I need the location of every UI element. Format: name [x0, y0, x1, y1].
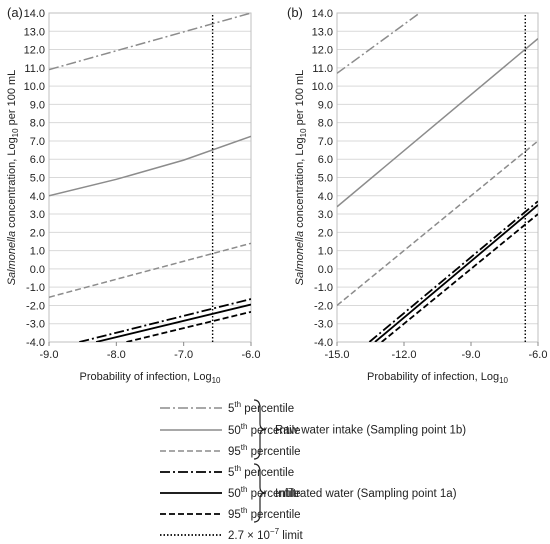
y-tick-label: 12.0 [312, 45, 333, 57]
legend-brace [253, 399, 267, 460]
legend-label-inf-95: 95th percentile [228, 506, 301, 521]
series-line-inf-95 [381, 213, 538, 342]
plot-frame [336, 12, 539, 343]
y-tick-label: 1.0 [30, 246, 45, 258]
y-tick-label: 14.0 [312, 8, 333, 20]
y-tick-label: 5.0 [318, 173, 333, 185]
y-tick-label: 7.0 [318, 136, 333, 148]
y-tick-label: 11.0 [24, 63, 45, 75]
y-tick-label: -1.0 [26, 282, 45, 294]
plot-frame [48, 12, 252, 343]
legend-label-raw-95: 95th percentile [228, 443, 301, 458]
x-tick-label: -9.0 [40, 349, 59, 361]
y-tick-label: 14.0 [24, 8, 45, 20]
series-line-inf-5 [368, 200, 538, 342]
panel-label: (b) [287, 5, 303, 20]
y-tick-label: 1.0 [318, 246, 333, 258]
panel-b: -4.0 -3.0 -2.0 -1.0 0.0 1.0 2.0 3.0 4.0 5.0 6.0 7.0… [287, 5, 547, 385]
y-tick-label: 10.0 [312, 81, 333, 93]
y-tick-label: 7.0 [30, 136, 45, 148]
y-axis-label: Salmonella concentration, Log10 per 100 … [6, 70, 20, 286]
series-line-raw-5 [49, 13, 251, 71]
x-tick-label: -6.0 [529, 349, 548, 361]
series-line-raw-95 [337, 140, 538, 307]
y-tick-label: -2.0 [26, 300, 45, 312]
y-tick-label: -1.0 [314, 282, 333, 294]
y-tick-label: 6.0 [30, 154, 45, 166]
y-tick-label: 8.0 [30, 118, 45, 130]
legend-group-label: Raw water intake (Sampling point 1b) [275, 425, 466, 437]
y-tick-label: 2.0 [30, 227, 45, 239]
y-tick-label: 9.0 [318, 99, 333, 111]
panel-label: (a) [7, 5, 23, 20]
y-tick-label: 6.0 [318, 154, 333, 166]
series-line-raw-50 [337, 38, 538, 208]
y-tick-label: 3.0 [318, 209, 333, 221]
y-tick-label: 5.0 [30, 173, 45, 185]
y-tick-label: -2.0 [314, 300, 333, 312]
y-tick-label: 3.0 [30, 209, 45, 221]
y-tick-label: -3.0 [26, 319, 45, 331]
x-axis-label: Probability of infection, Log10 [367, 371, 509, 385]
series-line-inf-95 [126, 310, 251, 342]
series-line-inf-50 [95, 303, 251, 342]
series-group [337, 13, 538, 342]
legend-brace [253, 463, 267, 523]
panel-a: -4.0 -3.0 -2.0 -1.0 0.0 1.0 2.0 3.0 4.0 5.0 6.0 7.0… [6, 5, 260, 385]
x-tick-label: -6.0 [242, 349, 261, 361]
y-tick-label: 4.0 [318, 191, 333, 203]
y-tick-label: 0.0 [318, 264, 333, 276]
x-axis-label: Probability of infection, Log10 [80, 371, 222, 385]
series-line-inf-5 [79, 298, 251, 342]
y-axis-label: Salmonella concentration, Log10 per 100 … [294, 70, 308, 286]
y-tick-label: 12.0 [24, 45, 45, 57]
legend-label-raw-5: 5th percentile [228, 400, 294, 415]
series-line-raw-50 [49, 135, 251, 197]
x-tick-label: -12.0 [391, 349, 416, 361]
y-tick-label: 8.0 [318, 118, 333, 130]
y-tick-label: 2.0 [318, 227, 333, 239]
x-tick-label: -7.0 [174, 349, 193, 361]
y-tick-label: -3.0 [314, 319, 333, 331]
y-tick-label: 4.0 [30, 191, 45, 203]
series-line-inf-50 [374, 204, 538, 342]
y-tick-label: 11.0 [312, 63, 333, 75]
series-group [49, 13, 251, 342]
y-tick-label: 9.0 [30, 99, 45, 111]
y-tick-label: -4.0 [314, 337, 333, 349]
series-line-raw-5 [337, 13, 421, 74]
legend-label-inf-5: 5th percentile [228, 464, 294, 479]
x-tick-label: -8.0 [107, 349, 126, 361]
series-line-raw-95 [49, 242, 251, 298]
legend-group-label: Infiltrated water (Sampling point 1a) [275, 488, 457, 500]
x-tick-label: -15.0 [324, 349, 349, 361]
y-tick-label: 13.0 [312, 26, 333, 38]
x-tick-label: -9.0 [462, 349, 481, 361]
y-tick-label: 13.0 [24, 26, 45, 38]
y-tick-label: 10.0 [24, 81, 45, 93]
legend-label-limit: 2.7 × 10−7 limit [228, 527, 303, 542]
y-tick-label: 0.0 [30, 264, 45, 276]
y-tick-label: -4.0 [26, 337, 45, 349]
